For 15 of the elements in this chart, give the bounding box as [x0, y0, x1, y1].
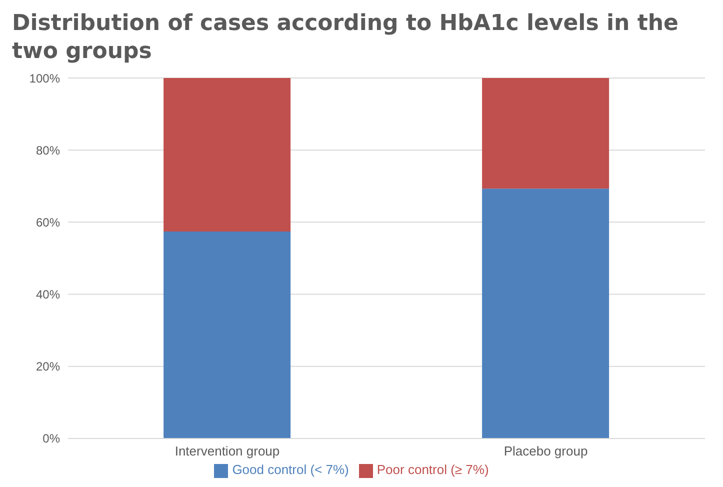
legend-label: Good control (< 7%) — [232, 462, 349, 478]
y-tick-label: 100% — [29, 71, 60, 86]
y-tick-label: 20% — [36, 360, 60, 374]
y-tick-label: 80% — [36, 143, 60, 158]
y-tick-label: 60% — [36, 215, 60, 230]
y-tick-label: 0% — [42, 432, 60, 446]
legend-label: Poor control (≥ 7%) — [376, 462, 489, 478]
bar — [164, 232, 291, 438]
bar — [482, 78, 610, 189]
y-tick-label: 40% — [36, 288, 60, 302]
chart-title: Distribution of cases according to HbA1c levels in the two groups — [11, 10, 680, 66]
bar — [164, 78, 291, 232]
x-tick-label: Placebo group — [504, 444, 588, 459]
x-tick-label: Intervention group — [174, 444, 280, 459]
bar — [482, 188, 610, 438]
